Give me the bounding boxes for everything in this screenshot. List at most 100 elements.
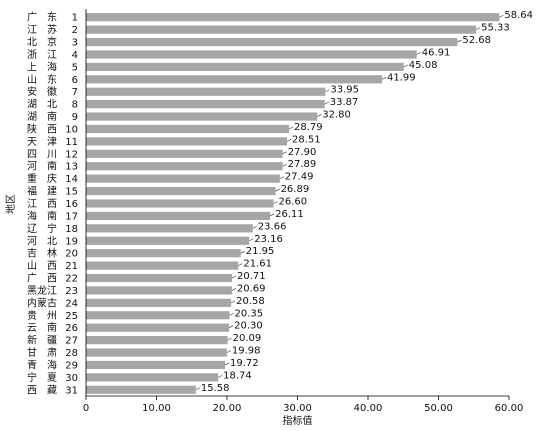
bar bbox=[86, 87, 326, 96]
value-label: 26.60 bbox=[279, 197, 308, 208]
bar bbox=[86, 37, 458, 47]
region-label: 四 川 bbox=[27, 149, 57, 160]
value-label: 15.58 bbox=[201, 383, 230, 394]
value-label: 26.11 bbox=[275, 209, 304, 220]
region-label: 海 南 bbox=[27, 209, 57, 222]
region-label: 贵 州 bbox=[27, 309, 57, 322]
value-leader-line bbox=[317, 114, 322, 117]
bar bbox=[86, 124, 289, 134]
value-label: 58.64 bbox=[504, 10, 533, 21]
bar bbox=[86, 385, 196, 394]
value-label: 27.90 bbox=[288, 147, 317, 158]
x-tick-label: 20.00 bbox=[213, 403, 242, 414]
value-leader-line bbox=[228, 325, 234, 328]
region-label: 宁 夏 bbox=[27, 371, 57, 384]
bar bbox=[86, 373, 219, 382]
x-tick-label: 50.00 bbox=[424, 403, 453, 414]
value-label: 19.98 bbox=[232, 346, 261, 357]
region-label: 河 北 bbox=[27, 235, 57, 247]
value-leader-line bbox=[273, 201, 278, 204]
rank-label: 24 bbox=[65, 298, 78, 309]
value-leader-line bbox=[286, 139, 292, 142]
bar bbox=[86, 186, 276, 196]
value-label: 41.99 bbox=[387, 72, 416, 83]
region-label: 福 建 bbox=[27, 185, 57, 198]
value-label: 23.16 bbox=[254, 234, 283, 245]
region-label: 山 西 bbox=[27, 260, 57, 272]
value-label: 32.80 bbox=[322, 110, 351, 121]
region-label: 西 藏 bbox=[27, 384, 57, 396]
rank-label: 22 bbox=[65, 274, 78, 285]
rank-labels-group: 1234567891011121314151617181920212223242… bbox=[65, 13, 78, 397]
rank-label: 16 bbox=[65, 199, 78, 210]
value-leader-line bbox=[499, 14, 504, 18]
region-label: 黑龙江 bbox=[27, 284, 57, 297]
region-label: 湖 北 bbox=[27, 99, 57, 111]
value-leader-line bbox=[224, 362, 230, 366]
bar bbox=[86, 348, 227, 357]
region-label: 安 徽 bbox=[27, 85, 57, 98]
region-label: 内蒙古 bbox=[27, 296, 57, 309]
value-leader-line bbox=[229, 313, 234, 316]
rank-label: 31 bbox=[65, 385, 78, 396]
bar bbox=[86, 336, 228, 345]
value-label: 27.89 bbox=[288, 159, 317, 170]
value-label: 28.79 bbox=[294, 122, 323, 133]
bar bbox=[86, 75, 383, 84]
value-label: 45.08 bbox=[409, 60, 438, 71]
value-leader-line bbox=[282, 151, 287, 155]
rank-label: 23 bbox=[65, 286, 78, 297]
x-tick-label: 40.00 bbox=[354, 403, 383, 414]
bar bbox=[86, 13, 500, 22]
value-leader-line bbox=[217, 375, 223, 378]
axes-group bbox=[85, 9, 510, 400]
value-leader-line bbox=[288, 126, 294, 130]
region-label: 广 西 bbox=[27, 273, 57, 285]
rank-label: 17 bbox=[65, 211, 78, 222]
x-tick-label: 30.00 bbox=[283, 403, 312, 414]
rank-label: 6 bbox=[72, 75, 78, 86]
bar bbox=[86, 323, 230, 332]
bar bbox=[86, 360, 226, 370]
rank-label: 29 bbox=[65, 360, 78, 371]
x-axis-title: 指标值 bbox=[283, 414, 313, 427]
value-leader-line bbox=[195, 387, 200, 391]
value-leader-line bbox=[325, 89, 330, 92]
bar bbox=[86, 50, 417, 59]
value-label: 21.61 bbox=[243, 259, 272, 270]
value-label: 20.09 bbox=[233, 333, 262, 344]
bar bbox=[86, 174, 280, 183]
value-leader-line bbox=[238, 263, 243, 266]
region-label: 河 南 bbox=[27, 160, 57, 173]
bar bbox=[86, 162, 283, 171]
x-tick-label: 10.00 bbox=[142, 403, 171, 414]
value-label: 18.74 bbox=[223, 370, 252, 381]
region-label: 青 海 bbox=[27, 358, 57, 371]
rank-label: 26 bbox=[65, 323, 78, 334]
bar bbox=[86, 100, 325, 109]
x-tick-labels-group: 0 10.00 20.00 30.00 40.00 50.00 60.00 bbox=[83, 403, 524, 414]
value-label: 52.68 bbox=[462, 35, 491, 46]
value-label: 21.95 bbox=[246, 246, 275, 257]
rank-label: 19 bbox=[65, 236, 78, 247]
value-leader-line bbox=[403, 64, 408, 68]
value-leader-line bbox=[475, 27, 481, 30]
value-leader-line bbox=[230, 300, 236, 304]
value-label: 26.89 bbox=[281, 184, 310, 195]
bar bbox=[86, 25, 477, 34]
rank-label: 30 bbox=[65, 373, 78, 384]
x-tick-label: 60.00 bbox=[495, 403, 524, 414]
bar bbox=[86, 273, 233, 283]
bar bbox=[86, 236, 250, 245]
value-label: 33.95 bbox=[330, 85, 359, 96]
bar bbox=[86, 199, 274, 208]
value-leader-line bbox=[279, 176, 284, 179]
x-tick-label: 0 bbox=[83, 403, 89, 414]
bar bbox=[86, 298, 232, 307]
value-label: 20.58 bbox=[236, 296, 265, 307]
rank-label: 3 bbox=[72, 38, 78, 49]
y-axis-title: 地区 bbox=[4, 194, 17, 214]
rank-label: 20 bbox=[65, 249, 78, 260]
